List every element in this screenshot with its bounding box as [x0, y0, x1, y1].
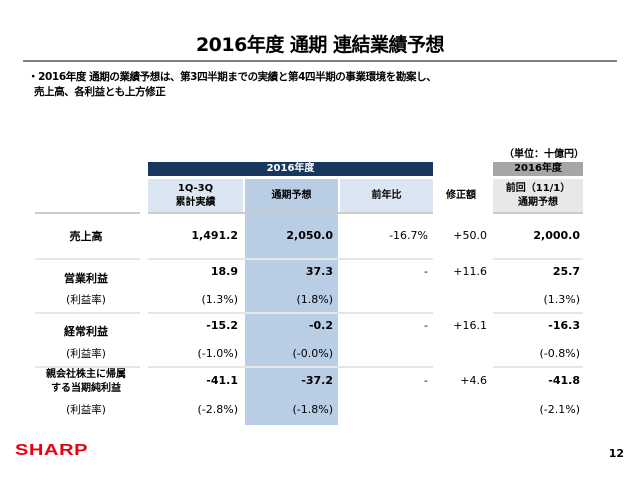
page-number: 12	[608, 447, 624, 460]
header-prev: 前回（11/1） 通期予想	[493, 179, 583, 212]
row-divider	[493, 366, 583, 368]
cell: -41.1	[206, 374, 238, 387]
row-label-operating-income: 営業利益	[64, 272, 108, 285]
cell: -15.2	[206, 319, 238, 332]
header-q1q3-line2: 累計実績	[175, 196, 216, 208]
row-divider	[35, 312, 140, 314]
full-year-highlight	[245, 179, 338, 425]
cell: (-1.8%)	[292, 403, 334, 416]
cell: -37.2	[301, 374, 333, 387]
margin-label: (利益率)	[66, 348, 106, 360]
cell: 1,491.2	[191, 229, 238, 242]
cell: 2,050.0	[286, 229, 333, 242]
header-full-year: 通期予想	[271, 189, 312, 201]
row-label-net-income-line2: する当期純利益	[51, 383, 121, 394]
cell: 18.9	[210, 265, 238, 278]
row-divider	[493, 212, 583, 214]
row-divider	[493, 312, 583, 314]
header-q1q3-line1: 1Q-3Q	[177, 182, 214, 194]
cell: (-1.0%)	[197, 347, 239, 360]
cell: 25.7	[552, 265, 580, 278]
group-header: 2016年度	[148, 162, 433, 176]
cell: +16.1	[453, 319, 487, 332]
header-prev-line1: 前回（11/1）	[505, 182, 571, 194]
header-revision: 修正額	[446, 189, 476, 201]
bullet-line-2: 売上高、各利益とも上方修正	[34, 86, 166, 98]
cell: -0.2	[308, 319, 333, 332]
cell: (-2.1%)	[539, 403, 581, 416]
cell: -41.8	[548, 374, 580, 387]
unit-label: （単位：十億円）	[504, 149, 584, 160]
cell: -	[424, 319, 428, 332]
header-yoy: 前年比	[340, 179, 433, 212]
row-divider	[148, 212, 433, 214]
cell: +50.0	[453, 229, 487, 242]
cell: (1.3%)	[543, 293, 580, 306]
sharp-logo: SHARP	[15, 442, 89, 459]
cell: 37.3	[305, 265, 333, 278]
row-label-sales: 売上高	[69, 230, 103, 243]
row-divider	[148, 312, 433, 314]
cell: +11.6	[453, 265, 487, 278]
cell: -16.7%	[389, 229, 428, 242]
cell: +4.6	[460, 374, 487, 387]
cell: (-2.8%)	[197, 403, 239, 416]
header-prev-line2: 通期予想	[518, 196, 558, 208]
cell: (1.8%)	[296, 293, 333, 306]
row-divider	[493, 258, 583, 260]
cell: (-0.8%)	[539, 347, 581, 360]
prev-group-header: 2016年度	[493, 162, 583, 176]
row-divider	[148, 258, 433, 260]
cell: -16.3	[548, 319, 580, 332]
cell: (-0.0%)	[292, 347, 334, 360]
row-divider	[35, 212, 140, 214]
row-label-net-income-line1: 親会社株主に帰属	[46, 369, 126, 380]
header-q1q3: 1Q-3Q 累計実績	[148, 179, 243, 212]
bullet-line-1: ・2016年度 通期の業績予想は、第3四半期までの実績と第4四半期の事業環境を勘…	[28, 71, 437, 83]
row-divider	[148, 366, 433, 368]
cell: 2,000.0	[533, 229, 580, 242]
row-divider	[35, 258, 140, 260]
margin-label: (利益率)	[66, 404, 106, 416]
cell: (1.3%)	[201, 293, 238, 306]
row-label-net-income: 親会社株主に帰属 する当期純利益	[30, 368, 142, 396]
margin-label: (利益率)	[66, 294, 106, 306]
cell: -	[424, 374, 428, 387]
slide-title: 2016年度 通期 連結業績予想	[195, 34, 445, 56]
row-label-ordinary-income: 経常利益	[64, 325, 108, 338]
cell: -	[424, 265, 428, 278]
title-divider	[23, 60, 617, 62]
row-divider	[35, 366, 140, 368]
